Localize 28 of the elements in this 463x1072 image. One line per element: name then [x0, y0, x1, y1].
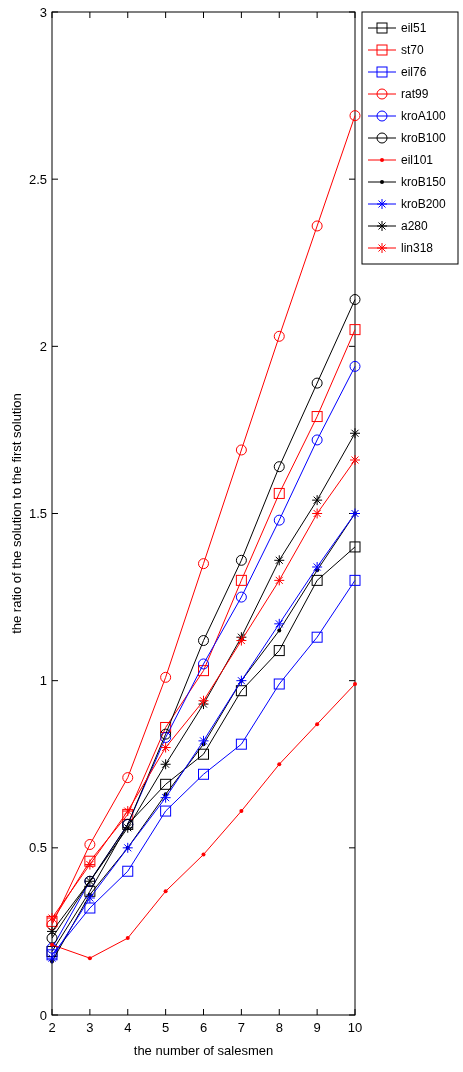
legend-label: eil51: [401, 21, 427, 36]
x-tick-label: 8: [275, 1020, 283, 1035]
y-tick-label: 1.5: [28, 506, 47, 522]
legend-label: kroB200: [401, 197, 447, 212]
x-tick-label: 5: [162, 1020, 170, 1035]
x-tick-label: 4: [124, 1020, 132, 1035]
y-tick-label: 2.5: [28, 171, 47, 187]
y-tick-label: 2: [39, 338, 47, 354]
legend-label: kroA100: [401, 109, 447, 124]
y-tick-label: 3: [39, 4, 47, 20]
y-tick-label: 0: [39, 1007, 47, 1023]
legend-label: eil101: [401, 153, 434, 168]
legend-label: st70: [401, 43, 425, 58]
legend-label: a280: [401, 219, 429, 234]
x-tick-label: 3: [86, 1020, 94, 1035]
legend-label: eil76: [401, 65, 427, 80]
x-tick-label: 10: [347, 1020, 363, 1035]
x-axis-title: the number of salesmen: [133, 1043, 274, 1058]
x-tick-label: 7: [237, 1020, 245, 1035]
y-tick-label: 1: [39, 673, 47, 689]
legend-label: lin318: [401, 241, 434, 256]
y-axis-title: the ratio of the solution to the first solution: [8, 393, 24, 634]
legend-label: kroB150: [401, 175, 447, 190]
legend-label: rat99: [401, 87, 429, 102]
legend-label: kroB100: [401, 131, 447, 146]
x-tick-label: 9: [313, 1020, 321, 1035]
y-tick-label: 0.5: [28, 840, 47, 856]
x-tick-label: 6: [199, 1020, 208, 1035]
